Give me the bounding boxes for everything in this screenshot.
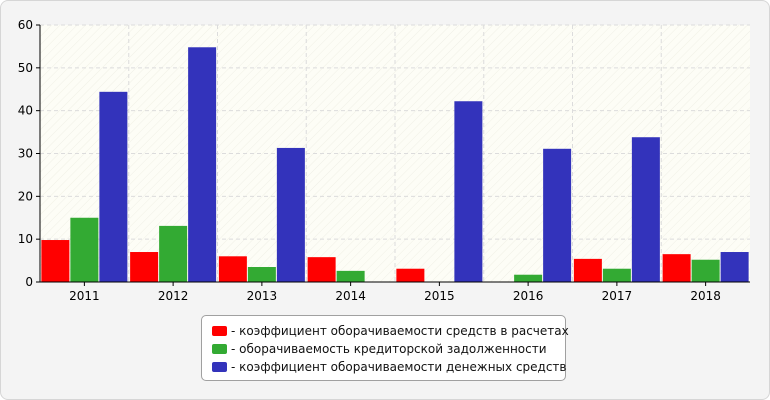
x-tick-label: 2013 (247, 289, 278, 303)
y-tick-label: 60 (18, 18, 33, 32)
bar-series-1-2015 (396, 268, 425, 282)
bar-series-1-2017 (573, 258, 602, 282)
bar-series-3-2012 (188, 47, 217, 283)
tick-labels: 0 10 20 30 40 50 60 2011 2012 2013 2014 2015 2016 201… (18, 18, 721, 303)
bar-series-2-2018 (691, 259, 720, 282)
bar-series-3-2015 (454, 101, 483, 282)
legend: - коэффициент оборачиваемости средств в … (201, 315, 569, 381)
y-tick-label: 30 (18, 147, 33, 161)
legend-swatch-series-2 (212, 344, 227, 354)
y-tick-label: 0 (25, 275, 33, 289)
y-tick-label: 10 (18, 232, 33, 246)
x-tick-label: 2016 (513, 289, 544, 303)
x-tick-label: 2017 (602, 289, 633, 303)
bars (41, 47, 749, 283)
grid-lines (40, 24, 750, 282)
bar-series-2-2016 (514, 274, 543, 282)
legend-item-series-1: - коэффициент оборачиваемости средств в … (212, 322, 569, 340)
y-tick-label: 20 (18, 189, 33, 203)
x-tick-label: 2011 (69, 289, 100, 303)
legend-swatch-series-1 (212, 326, 227, 336)
bar-series-3-2013 (276, 147, 305, 282)
bar-series-1-2018 (662, 254, 691, 282)
bar-series-3-2017 (631, 137, 660, 282)
bar-series-2-2012 (159, 225, 188, 282)
legend-swatch-series-3 (212, 362, 227, 372)
bar-series-1-2014 (307, 257, 336, 282)
bar-series-2-2017 (602, 268, 631, 282)
x-tick-label: 2012 (158, 289, 189, 303)
bar-series-1-2013 (218, 256, 247, 282)
legend-item-series-2: - оборачиваемость кредиторской задолженн… (212, 340, 565, 358)
bar-series-3-2011 (99, 91, 128, 282)
bar-series-1-2012 (130, 252, 159, 282)
bar-series-3-2018 (720, 252, 749, 282)
legend-label-series-1: - коэффициент оборачиваемости средств в … (231, 324, 569, 338)
y-tick-label: 40 (18, 104, 33, 118)
legend-label-series-2: - оборачиваемость кредиторской задолженн… (231, 342, 547, 356)
x-tick-label: 2018 (690, 289, 721, 303)
legend-label-series-3: - коэффициент оборачиваемости денежных с… (231, 360, 567, 374)
bar-series-2-2011 (70, 217, 99, 282)
legend-item-series-3: - коэффициент оборачиваемости денежных с… (212, 358, 567, 376)
axes (36, 24, 750, 286)
bar-series-3-2016 (543, 148, 572, 282)
bar-series-2-2013 (247, 267, 276, 282)
x-tick-label: 2015 (424, 289, 455, 303)
y-tick-label: 50 (18, 61, 33, 75)
bar-series-1-2011 (41, 240, 70, 282)
x-tick-label: 2014 (335, 289, 366, 303)
bar-series-2-2014 (336, 270, 365, 282)
